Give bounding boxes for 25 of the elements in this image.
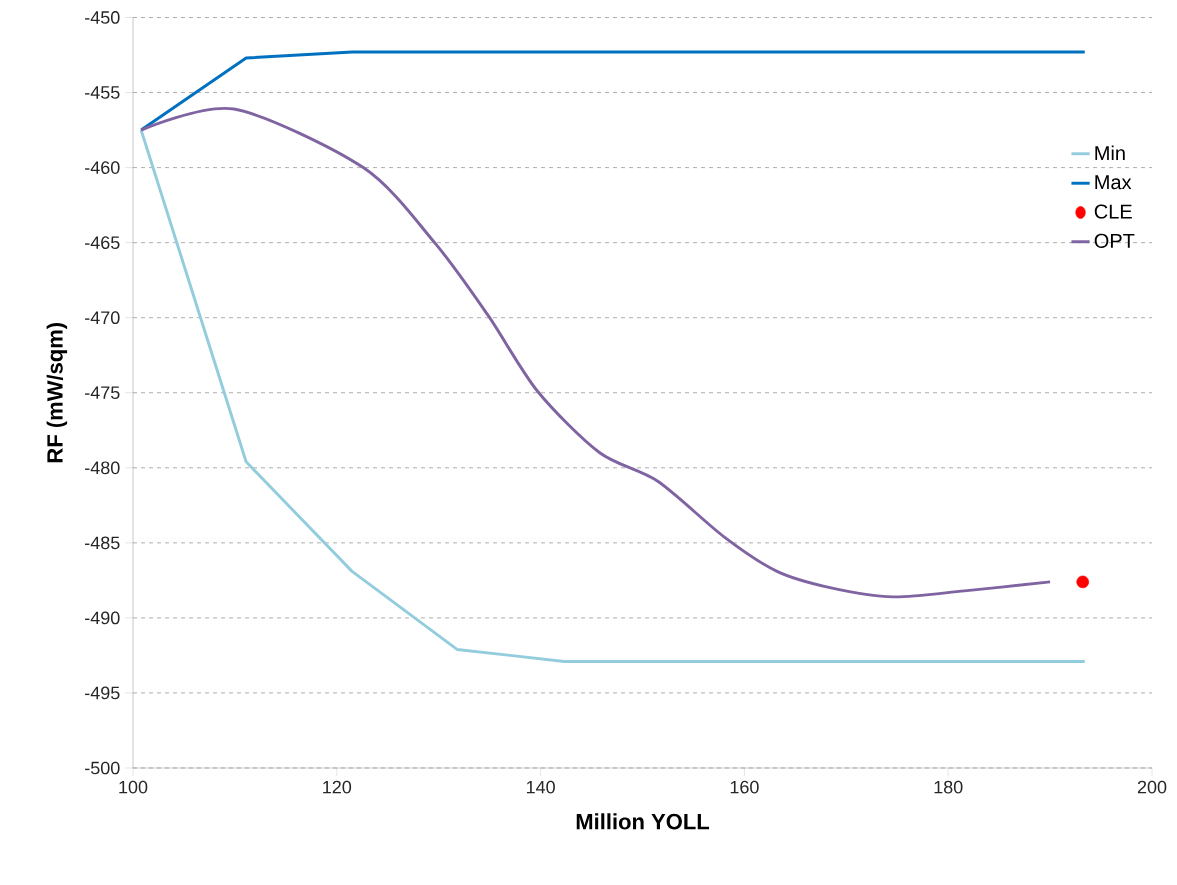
x-tick-label: 200 bbox=[1137, 780, 1167, 794]
y-tick-label: -480 bbox=[85, 461, 120, 475]
y-tick-label: -470 bbox=[85, 311, 120, 325]
y-tick-label: -455 bbox=[85, 86, 120, 99]
y-axis-title: RF (mW/sqm) bbox=[46, 322, 68, 463]
y-tick-label: -495 bbox=[85, 686, 120, 700]
legend-label: Min bbox=[1095, 145, 1125, 161]
y-tick-label: -475 bbox=[85, 386, 120, 400]
y-tick-label: -500 bbox=[85, 761, 120, 775]
x-tick-label: 120 bbox=[323, 780, 352, 794]
y-tick-label: -490 bbox=[85, 611, 120, 625]
x-tick-label: 100 bbox=[119, 780, 148, 794]
legend-label: CLE bbox=[1094, 204, 1132, 219]
y-tick-label: -485 bbox=[85, 536, 120, 550]
y-tick-label: -460 bbox=[85, 161, 120, 174]
x-tick-label: 180 bbox=[934, 780, 963, 794]
legend-label: Max bbox=[1095, 175, 1132, 190]
legend-label: OPT bbox=[1094, 233, 1135, 248]
y-tick-label: -465 bbox=[85, 236, 120, 250]
line-series bbox=[139, 107, 1052, 599]
y-tick-label: -450 bbox=[85, 11, 120, 24]
x-tick-label: 140 bbox=[526, 780, 555, 794]
x-tick-label: 160 bbox=[730, 780, 759, 794]
x-axis-title: Million YOLL bbox=[576, 813, 710, 830]
line-series bbox=[139, 128, 1087, 663]
